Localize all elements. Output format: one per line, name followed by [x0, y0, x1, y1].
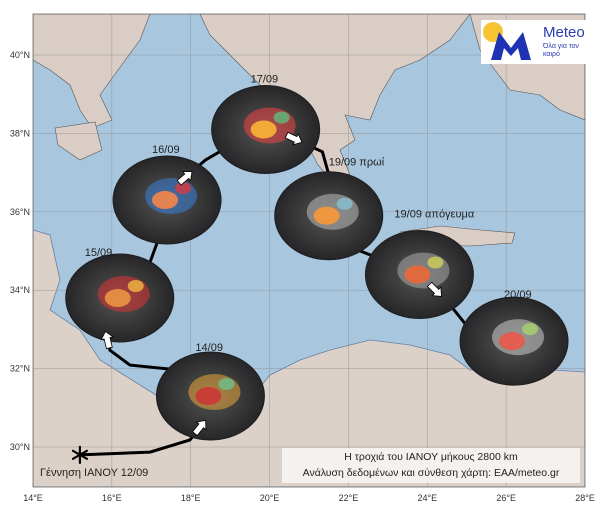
- map-frame: [32, 13, 586, 488]
- storm-core: [313, 206, 340, 225]
- storm-core: [195, 387, 222, 406]
- lat-tick-label: 34°N: [10, 285, 30, 295]
- lon-tick-label: 18°E: [181, 493, 201, 503]
- lon-tick-label: 24°E: [417, 493, 437, 503]
- meteo-logo: Meteo Όλα για τον καιρό: [481, 20, 589, 64]
- logo-tagline: Όλα για τον καιρό: [543, 43, 579, 58]
- lon-tick-label: 22°E: [339, 493, 359, 503]
- lat-tick-label: 40°N: [10, 50, 30, 60]
- storm-core: [152, 191, 179, 210]
- satellite-snapshot: [274, 171, 384, 261]
- direction-arrow-icon: [176, 171, 193, 186]
- direction-arrow-icon: [284, 131, 303, 146]
- snapshot-date-label: 17/09: [251, 73, 279, 85]
- storm-core: [404, 265, 431, 284]
- direction-arrow-icon: [192, 419, 207, 437]
- caption-line-1: Η τροχιά του ΙΑΝΟΥ μήκους 2800 km: [344, 451, 518, 463]
- satellite-snapshot: [155, 351, 265, 441]
- meteo-m-logo-icon: [483, 22, 531, 60]
- cloud-cell: [175, 182, 192, 195]
- land-greece-balkans: [199, 14, 471, 186]
- satellite-snapshot: [459, 296, 569, 386]
- lon-tick-label: 26°E: [496, 493, 516, 503]
- satellite-snapshot: [112, 155, 222, 245]
- genesis-star-icon: [71, 445, 89, 464]
- lat-tick-label: 32°N: [10, 364, 30, 374]
- logo-name: Meteo: [543, 24, 585, 41]
- lon-tick-label: 14°E: [23, 493, 43, 503]
- snapshot-date-label: 14/09: [195, 342, 223, 354]
- lat-tick-label: 36°N: [10, 207, 30, 217]
- lon-tick-label: 20°E: [260, 493, 280, 503]
- caption-line-2: Ανάλυση δεδομένων και σύνθεση χάρτη: ΕΑΑ…: [302, 467, 560, 479]
- storm-core: [499, 332, 526, 351]
- cloud-cell: [127, 280, 144, 293]
- storm-core: [250, 120, 277, 139]
- genesis-label: Γέννηση ΙΑΝΟΥ 12/09: [40, 467, 148, 479]
- cloud-cell: [427, 256, 444, 269]
- snapshot-date-label: 15/09: [85, 247, 113, 259]
- lat-tick-label: 30°N: [10, 442, 30, 452]
- satellite-snapshot: [211, 84, 321, 174]
- storm-core: [104, 289, 131, 308]
- cloud-cell: [336, 197, 353, 210]
- land-sicily: [54, 121, 103, 161]
- cloud-cell: [218, 378, 235, 391]
- lon-tick-label: 28°E: [575, 493, 595, 503]
- snapshot-date-label: 16/09: [152, 144, 180, 156]
- snapshot-date-label: 19/09 απόγευμα: [394, 209, 474, 221]
- cloud-cell: [273, 111, 290, 124]
- snapshot-date-label: 19/09 πρωί: [329, 157, 385, 169]
- lon-tick-label: 16°E: [102, 493, 122, 503]
- direction-arrow-icon: [100, 330, 114, 350]
- land-italy: [33, 14, 151, 129]
- map-caption: Η τροχιά του ΙΑΝΟΥ μήκους 2800 km Ανάλυσ…: [282, 448, 580, 483]
- snapshot-date-label: 20/09: [504, 289, 532, 301]
- satellite-snapshot: [364, 230, 474, 320]
- satellite-snapshot: [65, 253, 175, 343]
- cloud-cell: [522, 323, 539, 336]
- lat-tick-label: 38°N: [10, 128, 30, 138]
- direction-arrow-icon: [426, 281, 442, 297]
